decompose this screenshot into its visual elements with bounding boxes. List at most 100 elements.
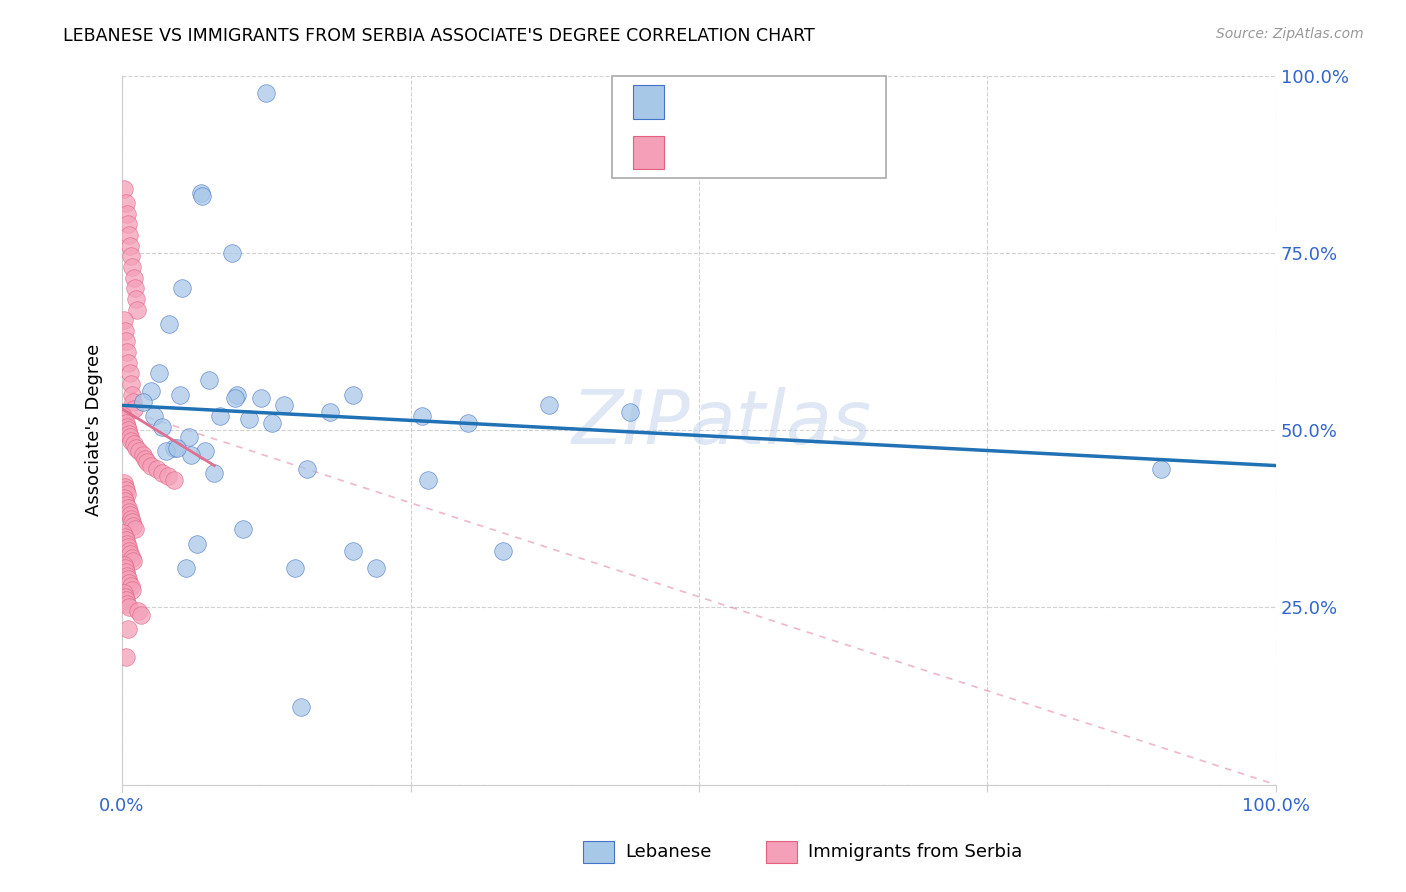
Point [120, 512, 142, 526]
Point [117, 423, 139, 437]
Point [342, 387, 364, 401]
Point [249, 391, 271, 405]
Point [619, 405, 641, 419]
Point [180, 448, 202, 462]
Point [115, 593, 138, 607]
Point [290, 699, 312, 714]
Point [112, 491, 135, 505]
Point [117, 572, 139, 586]
Point [148, 367, 170, 381]
Point [117, 218, 139, 232]
Point [202, 466, 225, 480]
Point [120, 434, 142, 448]
Point [124, 281, 146, 295]
Point [122, 401, 145, 416]
Point [163, 441, 186, 455]
Point [112, 586, 135, 600]
Text: ZIPatlas: ZIPatlas [572, 387, 872, 459]
Point [121, 554, 143, 568]
Point [226, 387, 249, 401]
Point [115, 498, 138, 512]
Point [118, 575, 141, 590]
Point [127, 604, 149, 618]
Point [114, 590, 136, 604]
Point [112, 313, 135, 327]
Point [118, 367, 141, 381]
Point [157, 317, 180, 331]
Point [170, 281, 193, 295]
Point [492, 543, 515, 558]
Point [115, 568, 138, 582]
Point [169, 387, 191, 401]
Point [118, 228, 141, 243]
Point [134, 451, 156, 466]
Point [284, 561, 307, 575]
Point [125, 441, 148, 455]
Point [143, 409, 166, 423]
Point [115, 565, 138, 579]
Point [117, 356, 139, 370]
Point [121, 260, 143, 274]
Point [115, 483, 138, 498]
Point [125, 292, 148, 306]
Point [117, 501, 139, 516]
Point [115, 536, 138, 550]
Point [260, 416, 283, 430]
Point [121, 582, 143, 597]
Point [117, 540, 139, 554]
Point [118, 543, 141, 558]
Point [114, 324, 136, 338]
Point [319, 405, 342, 419]
Point [342, 543, 364, 558]
Point [139, 384, 162, 398]
Point [364, 561, 387, 575]
Point [238, 412, 260, 426]
Point [112, 526, 135, 541]
Point [129, 607, 152, 622]
Point [416, 473, 439, 487]
Point [157, 469, 180, 483]
Point [139, 458, 162, 473]
Point [121, 387, 143, 401]
Point [112, 412, 135, 426]
Point [114, 494, 136, 508]
Point [163, 473, 186, 487]
Point [114, 480, 136, 494]
Point [117, 597, 139, 611]
Point [457, 416, 479, 430]
Point [117, 622, 139, 636]
Point [115, 345, 138, 359]
Point [122, 437, 145, 451]
Point [186, 536, 208, 550]
Point [120, 377, 142, 392]
Point [155, 444, 177, 458]
Point [114, 533, 136, 547]
Point [273, 398, 295, 412]
Point [221, 245, 243, 260]
Point [122, 394, 145, 409]
Point [118, 426, 141, 441]
Point [114, 196, 136, 211]
Point [122, 270, 145, 285]
Point [115, 487, 138, 501]
Point [145, 462, 167, 476]
Point [120, 430, 142, 444]
Point [122, 519, 145, 533]
Text: Immigrants from Serbia: Immigrants from Serbia [808, 843, 1022, 861]
Point [120, 238, 142, 252]
Point [177, 430, 200, 444]
Text: R = -0.083   N =  81: R = -0.083 N = 81 [678, 144, 860, 161]
Point [115, 419, 138, 434]
Point [190, 189, 212, 203]
Point [112, 409, 135, 423]
Point [537, 398, 560, 412]
Point [118, 508, 141, 523]
Point [121, 516, 143, 530]
Point [112, 182, 135, 196]
Point [152, 419, 174, 434]
Point [120, 547, 142, 561]
Point [114, 650, 136, 665]
Point [295, 462, 318, 476]
Point [254, 87, 277, 101]
Point [125, 302, 148, 317]
